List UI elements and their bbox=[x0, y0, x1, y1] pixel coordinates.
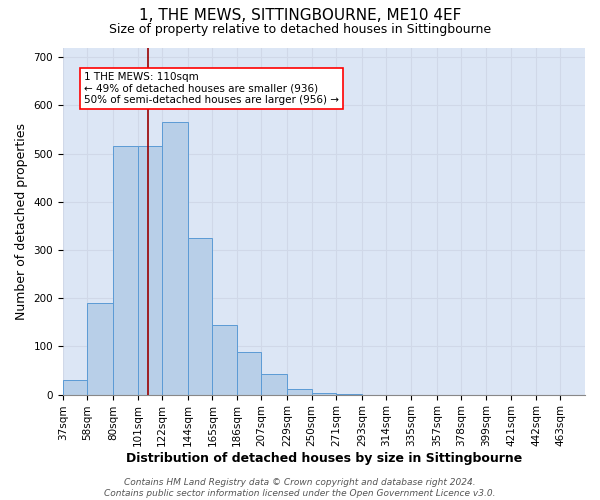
Bar bbox=[162, 122, 188, 394]
Text: 1, THE MEWS, SITTINGBOURNE, ME10 4EF: 1, THE MEWS, SITTINGBOURNE, ME10 4EF bbox=[139, 8, 461, 22]
Bar bbox=[137, 146, 162, 394]
Bar bbox=[212, 324, 237, 394]
Text: Contains HM Land Registry data © Crown copyright and database right 2024.
Contai: Contains HM Land Registry data © Crown c… bbox=[104, 478, 496, 498]
Bar bbox=[237, 352, 262, 395]
Bar bbox=[287, 389, 311, 394]
Bar bbox=[113, 146, 137, 394]
Bar bbox=[188, 238, 212, 394]
Bar bbox=[311, 393, 336, 394]
Y-axis label: Number of detached properties: Number of detached properties bbox=[15, 122, 28, 320]
Bar bbox=[63, 380, 88, 394]
Text: Size of property relative to detached houses in Sittingbourne: Size of property relative to detached ho… bbox=[109, 22, 491, 36]
Bar bbox=[88, 303, 113, 394]
Text: 1 THE MEWS: 110sqm
← 49% of detached houses are smaller (936)
50% of semi-detach: 1 THE MEWS: 110sqm ← 49% of detached hou… bbox=[84, 72, 339, 105]
Bar bbox=[262, 374, 287, 394]
X-axis label: Distribution of detached houses by size in Sittingbourne: Distribution of detached houses by size … bbox=[126, 452, 522, 465]
